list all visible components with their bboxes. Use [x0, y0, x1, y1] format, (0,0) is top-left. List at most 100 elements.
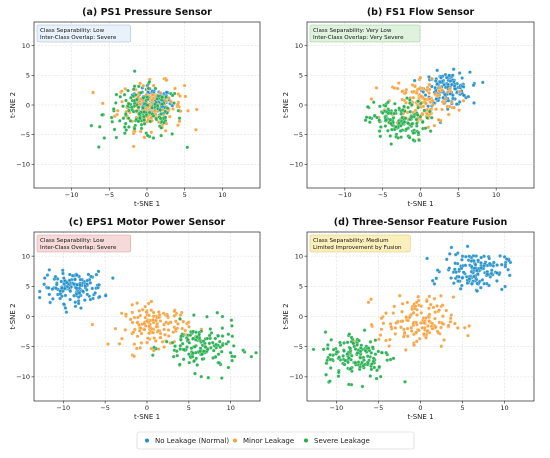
point-severe-leakage: [153, 102, 157, 107]
point-severe-leakage: [210, 340, 215, 345]
point-no-leakage-normal: [485, 272, 490, 277]
subplot-title: (d) Three-Sensor Feature Fusion: [334, 217, 508, 228]
scatter-points: [311, 244, 513, 389]
point-minor-leakage: [119, 89, 124, 93]
point-severe-leakage: [215, 310, 220, 315]
point-severe-leakage: [102, 136, 107, 140]
point-severe-leakage: [138, 116, 142, 121]
point-no-leakage-normal: [51, 297, 55, 301]
point-severe-leakage: [187, 360, 192, 365]
point-minor-leakage: [440, 321, 445, 326]
point-minor-leakage: [430, 326, 435, 331]
point-minor-leakage: [378, 333, 383, 337]
point-severe-leakage: [124, 98, 128, 103]
point-minor-leakage: [381, 321, 386, 326]
point-no-leakage-normal: [460, 257, 464, 262]
point-severe-leakage: [230, 324, 234, 328]
point-severe-leakage: [360, 384, 365, 389]
point-minor-leakage: [457, 108, 461, 112]
point-minor-leakage: [433, 316, 437, 321]
point-severe-leakage: [145, 133, 150, 138]
y-axis-label: t-SNE 2: [9, 303, 17, 329]
point-severe-leakage: [373, 338, 378, 343]
point-severe-leakage: [203, 345, 208, 349]
x-tick-label: −5: [374, 404, 384, 412]
point-minor-leakage: [142, 321, 147, 326]
point-severe-leakage: [228, 350, 233, 355]
point-severe-leakage: [141, 96, 146, 100]
x-tick-label: 0: [418, 404, 422, 412]
point-severe-leakage: [411, 131, 416, 135]
point-no-leakage-normal: [423, 93, 428, 97]
point-no-leakage-normal: [67, 278, 72, 283]
y-tick-label: −10: [16, 161, 30, 169]
point-no-leakage-normal: [47, 292, 52, 297]
point-minor-leakage: [423, 316, 428, 320]
point-severe-leakage: [328, 366, 333, 370]
point-severe-leakage: [337, 355, 341, 360]
y-axis-label: t-SNE 2: [9, 92, 17, 118]
point-minor-leakage: [366, 300, 371, 305]
point-severe-leakage: [127, 125, 131, 129]
annotation-box: [36, 234, 131, 253]
point-no-leakage-normal: [457, 275, 461, 279]
x-axis-label: t-SNE 1: [407, 200, 433, 208]
point-no-leakage-normal: [61, 302, 66, 306]
point-severe-leakage: [362, 328, 367, 333]
point-no-leakage-normal: [487, 256, 491, 261]
point-minor-leakage: [374, 86, 379, 90]
point-severe-leakage: [408, 98, 412, 102]
point-minor-leakage: [430, 103, 435, 107]
point-minor-leakage: [186, 320, 191, 325]
point-no-leakage-normal: [73, 277, 77, 282]
point-severe-leakage: [375, 115, 379, 120]
point-minor-leakage: [405, 300, 410, 305]
point-minor-leakage: [405, 334, 410, 339]
point-minor-leakage: [461, 98, 466, 103]
point-minor-leakage: [421, 104, 426, 109]
point-severe-leakage: [402, 104, 406, 109]
point-severe-leakage: [374, 376, 379, 381]
point-minor-leakage: [441, 314, 445, 319]
point-minor-leakage: [176, 322, 180, 326]
point-minor-leakage: [403, 348, 408, 352]
point-minor-leakage: [138, 129, 143, 134]
point-no-leakage-normal: [88, 297, 93, 302]
point-minor-leakage: [416, 294, 421, 299]
legend-marker: [145, 438, 149, 443]
point-minor-leakage: [145, 340, 149, 345]
point-no-leakage-normal: [468, 70, 472, 74]
point-no-leakage-normal: [93, 291, 97, 295]
point-severe-leakage: [164, 339, 169, 344]
point-severe-leakage: [328, 353, 332, 357]
point-severe-leakage: [365, 105, 370, 109]
point-no-leakage-normal: [495, 271, 500, 275]
point-severe-leakage: [353, 361, 358, 365]
point-no-leakage-normal: [54, 286, 58, 291]
point-minor-leakage: [369, 97, 374, 101]
point-severe-leakage: [132, 126, 137, 131]
y-tick-label: 5: [26, 72, 30, 80]
point-minor-leakage: [145, 319, 149, 323]
point-severe-leakage: [128, 119, 133, 123]
point-no-leakage-normal: [450, 73, 455, 78]
point-severe-leakage: [403, 116, 408, 121]
point-severe-leakage: [226, 332, 231, 337]
annotation-box: [309, 234, 411, 253]
point-no-leakage-normal: [444, 75, 449, 80]
point-severe-leakage: [159, 112, 163, 116]
point-no-leakage-normal: [77, 290, 82, 295]
point-severe-leakage: [336, 374, 341, 379]
point-severe-leakage: [142, 114, 146, 119]
point-severe-leakage: [406, 121, 411, 126]
point-severe-leakage: [229, 318, 234, 323]
point-minor-leakage: [404, 315, 408, 319]
point-severe-leakage: [347, 382, 351, 387]
point-severe-leakage: [164, 95, 168, 99]
point-minor-leakage: [395, 86, 400, 91]
point-severe-leakage: [231, 344, 236, 348]
subplot-3: −10 −5 0 5 10 −10 −5 0 5 10 t-SNE 1 t-SNE 2 (c) EPS1…: [9, 217, 261, 421]
point-minor-leakage: [166, 334, 171, 338]
point-severe-leakage: [110, 119, 115, 124]
point-severe-leakage: [131, 87, 136, 92]
